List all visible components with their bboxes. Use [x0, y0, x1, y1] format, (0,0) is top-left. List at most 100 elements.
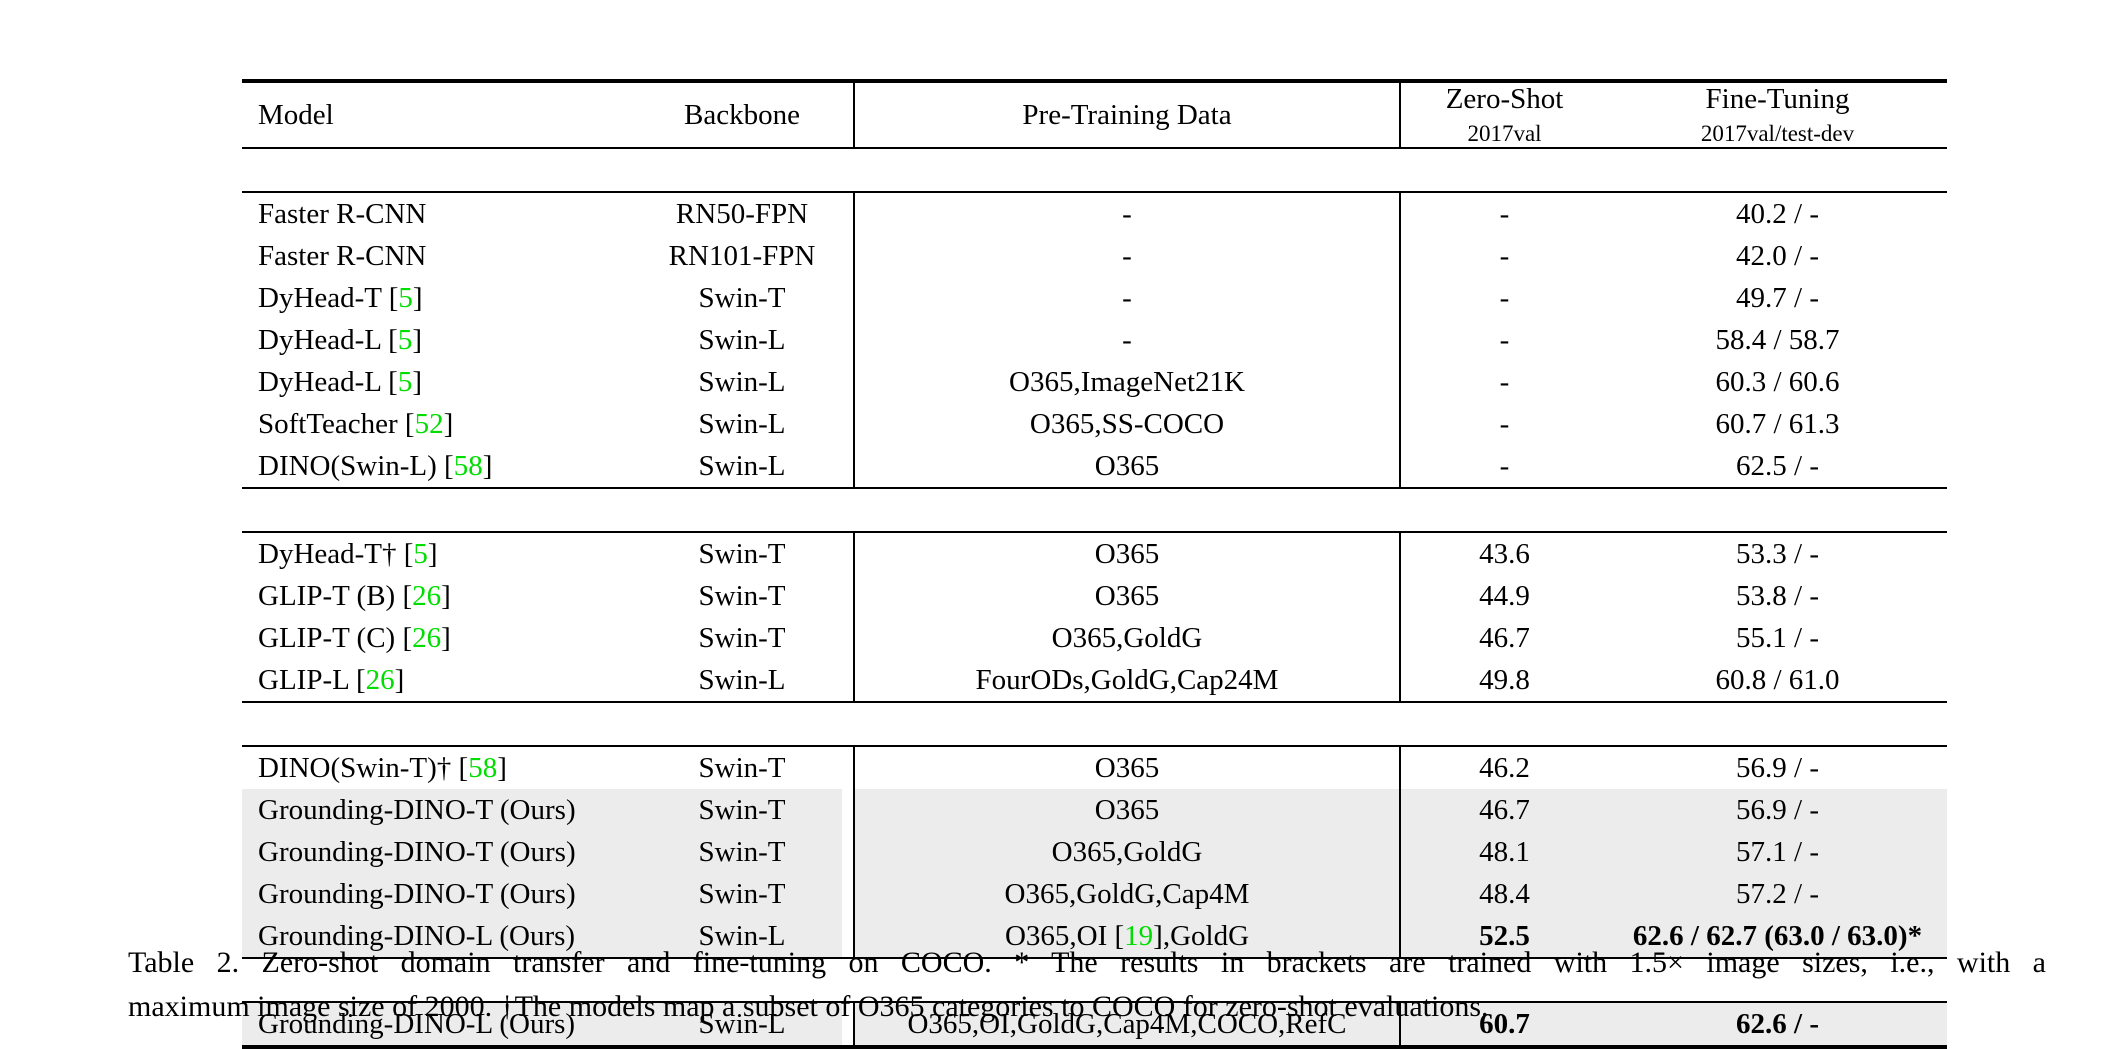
zeroshot-cell: 44.9 — [1399, 575, 1608, 617]
citation-link[interactable]: 5 — [397, 365, 413, 398]
table-row: DyHead-L [5] Swin-L O365,ImageNet21K - 6… — [242, 361, 1947, 403]
citation-link[interactable]: 58 — [468, 751, 498, 784]
model-name: GLIP-T (C) [ — [258, 621, 413, 654]
backbone-cell: Swin-L — [642, 915, 842, 958]
pretrain-text: O365 — [1094, 449, 1160, 482]
table-row: SoftTeacher [52] Swin-L O365,SS-COCO - 6… — [242, 403, 1947, 445]
citation-link[interactable]: 26 — [412, 621, 442, 654]
shade-gap — [842, 445, 854, 488]
shade-gap — [842, 319, 854, 361]
finetune-cell: 40.2 / - — [1736, 197, 1819, 230]
table-row: DyHead-T [5] Swin-T - - 49.7 / - — [242, 277, 1947, 319]
pretrain-text: O365 — [1094, 537, 1160, 570]
pretrain-cell: O365 — [853, 532, 1400, 575]
citation-link[interactable]: 5 — [397, 323, 413, 356]
pretrain-cell: O365 — [853, 789, 1400, 831]
citation-link[interactable]: 5 — [413, 537, 428, 570]
model-cell: Grounding-DINO-T (Ours) — [242, 789, 642, 831]
pretrain-text: O365,OI,GoldG,Cap4M,COCO,RefC — [907, 1007, 1347, 1040]
model-cell: Grounding-DINO-L (Ours) — [242, 1002, 642, 1048]
shade-gap — [842, 915, 854, 958]
finetune-cell: 55.1 / - — [1736, 621, 1819, 654]
section-rule — [242, 147, 1947, 193]
finetune-cell: 58.4 / 58.7 — [1715, 323, 1840, 356]
zeroshot-header-title: Zero-Shot — [1445, 83, 1564, 115]
section-rule — [242, 487, 1947, 533]
pretrain-cell: O365,OI [19],GoldG — [853, 915, 1400, 958]
citation-bracket: ] — [441, 579, 451, 612]
model-cell: Grounding-DINO-L (Ours) — [242, 915, 642, 958]
backbone-cell: Swin-T — [698, 751, 786, 784]
finetune-header-subtitle: 2017val/test-dev — [1700, 121, 1855, 146]
finetune-cell: 56.9 / - — [1608, 789, 1947, 831]
zeroshot-cell: - — [1399, 403, 1608, 445]
citation-link[interactable]: 19 — [1124, 919, 1154, 952]
shade-gap — [842, 617, 854, 659]
model-name: SoftTeacher [ — [258, 407, 415, 440]
zeroshot-cell: - — [1399, 445, 1608, 488]
zeroshot-cell: 60.7 — [1399, 1002, 1608, 1048]
finetune-cell: 49.7 / - — [1736, 281, 1819, 314]
pretrain-cell: O365,GoldG,Cap4M — [853, 873, 1400, 915]
table-row: DINO(Swin-T)† [58] Swin-T O365 46.2 56.9… — [242, 746, 1947, 789]
rule-line — [242, 487, 1947, 533]
shade-gap — [842, 277, 854, 319]
backbone-cell: Swin-L — [698, 663, 786, 696]
citation-link[interactable]: 52 — [414, 407, 444, 440]
table-row: GLIP-T (C) [26] Swin-T O365,GoldG 46.7 5… — [242, 617, 1947, 659]
pretrain-cell: O365,ImageNet21K — [853, 361, 1400, 403]
shade-gap — [842, 575, 854, 617]
pretrain-text: O365,GoldG,Cap4M — [1004, 877, 1250, 910]
table-header-row: Model Backbone Pre-Training Data Zero-Sh… — [242, 81, 1947, 148]
finetune-cell: 53.8 / - — [1736, 579, 1819, 612]
table-caption: Table 2. Zero-shot domain transfer and f… — [128, 941, 2046, 1029]
pretrain-text: O365 — [1094, 751, 1160, 784]
backbone-cell: Swin-T — [698, 621, 786, 654]
column-header-pretrain: Pre-Training Data — [853, 81, 1400, 148]
table-row: Faster R-CNN RN101-FPN - - 42.0 / - — [242, 235, 1947, 277]
citation-bracket: ] — [412, 365, 423, 398]
rule-line — [242, 957, 1947, 1003]
pretrain-text: FourODs,GoldG,Cap24M — [975, 663, 1279, 696]
backbone-cell: Swin-L — [698, 449, 786, 482]
model-cell: DyHead-T [5] — [242, 277, 642, 319]
backbone-cell: Swin-L — [698, 365, 786, 398]
model-name: DyHead-T [ — [258, 281, 399, 314]
backbone-cell: Swin-L — [642, 1002, 842, 1048]
zeroshot-cell: 48.1 — [1399, 831, 1608, 873]
table-caption-line1: Table 2. Zero-shot domain transfer and f… — [128, 946, 2046, 979]
shade-gap — [842, 789, 854, 831]
pretrain-cell: O365,GoldG — [853, 617, 1400, 659]
citation-bracket: ] — [394, 663, 405, 696]
table-row: Grounding-DINO-L (Ours) Swin-L O365,OI,G… — [242, 1002, 1947, 1048]
citation-bracket: ] — [412, 323, 423, 356]
finetune-cell: 62.6 / 62.7 (63.0 / 63.0)* — [1608, 915, 1947, 958]
citation-link[interactable]: 5 — [398, 281, 413, 314]
section-rule — [242, 957, 1947, 1003]
pretrain-cell: - — [853, 319, 1400, 361]
shade-gap — [842, 81, 854, 148]
pretrain-text: ],GoldG — [1153, 919, 1250, 952]
column-header-backbone: Backbone — [684, 98, 800, 131]
table-row: GLIP-L [26] Swin-L FourODs,GoldG,Cap24M … — [242, 659, 1947, 702]
citation-link[interactable]: 26 — [365, 663, 395, 696]
model-name: GLIP-T (B) [ — [258, 579, 413, 612]
pretrain-text: - — [1122, 323, 1132, 356]
finetune-cell: 42.0 / - — [1736, 239, 1819, 272]
model-cell: Grounding-DINO-T (Ours) — [242, 873, 642, 915]
model-name: DyHead-L [ — [258, 323, 398, 356]
zeroshot-cell: 46.2 — [1399, 746, 1608, 789]
model-cell: Faster R-CNN — [242, 235, 642, 277]
rule-line — [242, 701, 1947, 747]
finetune-cell: 57.2 / - — [1608, 873, 1947, 915]
citation-link[interactable]: 58 — [453, 449, 483, 482]
zeroshot-cell: - — [1399, 277, 1608, 319]
backbone-cell: Swin-L — [698, 323, 786, 356]
table-row: Grounding-DINO-T (Ours) Swin-T O365,Gold… — [242, 873, 1947, 915]
model-cell: Grounding-DINO-T (Ours) — [242, 831, 642, 873]
model-cell: DyHead-L [5] — [242, 361, 642, 403]
shade-gap — [842, 1002, 854, 1048]
citation-link[interactable]: 26 — [412, 579, 442, 612]
finetune-header-title: Fine-Tuning — [1705, 83, 1850, 115]
finetune-cell: 56.9 / - — [1736, 751, 1819, 784]
